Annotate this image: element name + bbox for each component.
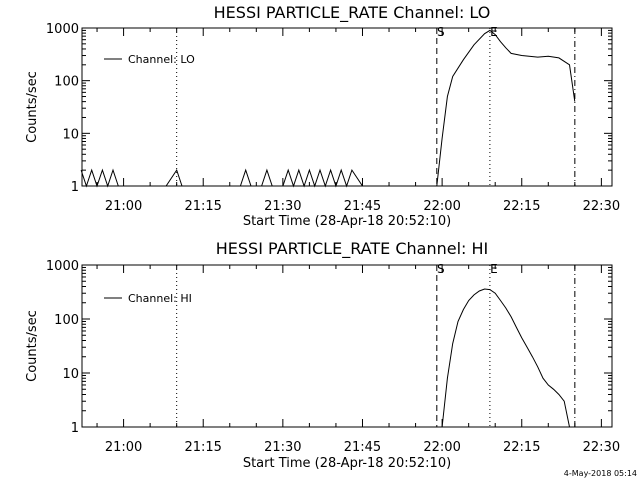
marker-label: S bbox=[437, 262, 445, 276]
x-tick-label: 21:00 bbox=[105, 440, 142, 455]
marker-label: E bbox=[490, 25, 498, 39]
x-tick-label: 22:00 bbox=[423, 199, 460, 214]
x-tick-label: 21:15 bbox=[184, 440, 221, 455]
x-tick-label: 22:15 bbox=[503, 440, 540, 455]
x-tick-label: 21:30 bbox=[264, 199, 301, 214]
tick-group: 21:00 21:15 21:30 21:45 22:00 22:15 22:30 1 10 10… bbox=[46, 22, 620, 214]
y-tick-label: 1000 bbox=[46, 259, 79, 274]
panel-hi: HESSI PARTICLE_RATE Channel: HI Counts/s… bbox=[25, 239, 620, 471]
plot-frame bbox=[81, 27, 613, 187]
x-tick-label: 21:15 bbox=[184, 199, 221, 214]
y-tick-label: 1 bbox=[71, 421, 79, 436]
series-group bbox=[80, 29, 576, 188]
y-tick-label: 1 bbox=[71, 180, 79, 195]
chart-title: HESSI PARTICLE_RATE Channel: LO bbox=[214, 3, 491, 23]
x-tick-label: 21:45 bbox=[344, 199, 381, 214]
x-tick-label: 21:30 bbox=[264, 440, 301, 455]
y-axis-label: Counts/sec bbox=[25, 71, 40, 143]
marker-label: E bbox=[490, 262, 498, 276]
series-group bbox=[441, 288, 570, 428]
y-tick-label: 10 bbox=[62, 127, 79, 142]
x-axis-label: Start Time (28-Apr-18 20:52:10) bbox=[243, 456, 451, 471]
y-tick-label: 100 bbox=[54, 313, 79, 328]
series-line bbox=[80, 29, 576, 188]
x-tick-label: 21:00 bbox=[105, 199, 142, 214]
x-axis-label: Start Time (28-Apr-18 20:52:10) bbox=[243, 214, 451, 229]
x-tick-label: 22:00 bbox=[423, 440, 460, 455]
tick-group: 21:00 21:15 21:30 21:45 22:00 22:15 22:30 1 10 10… bbox=[46, 259, 620, 455]
x-tick-label: 22:30 bbox=[583, 440, 620, 455]
chart-title: HESSI PARTICLE_RATE Channel: HI bbox=[216, 239, 489, 259]
x-tick-label: 22:30 bbox=[583, 199, 620, 214]
y-tick-label: 100 bbox=[54, 75, 79, 90]
legend-entry: Channel: LO bbox=[128, 53, 195, 66]
x-tick-label: 22:15 bbox=[503, 199, 540, 214]
footer-timestamp: 4-May-2018 05:14 bbox=[564, 469, 637, 478]
plot-frame bbox=[81, 264, 613, 428]
y-tick-label: 1000 bbox=[46, 22, 79, 37]
y-axis-label: Counts/sec bbox=[25, 310, 40, 382]
legend-entry: Channel: HI bbox=[128, 292, 192, 305]
panel-lo: HESSI PARTICLE_RATE Channel: LO Counts/s… bbox=[25, 3, 620, 229]
x-tick-label: 21:45 bbox=[344, 440, 381, 455]
marker-label: S bbox=[437, 25, 445, 39]
y-tick-label: 10 bbox=[62, 367, 79, 382]
series-line bbox=[441, 288, 570, 428]
